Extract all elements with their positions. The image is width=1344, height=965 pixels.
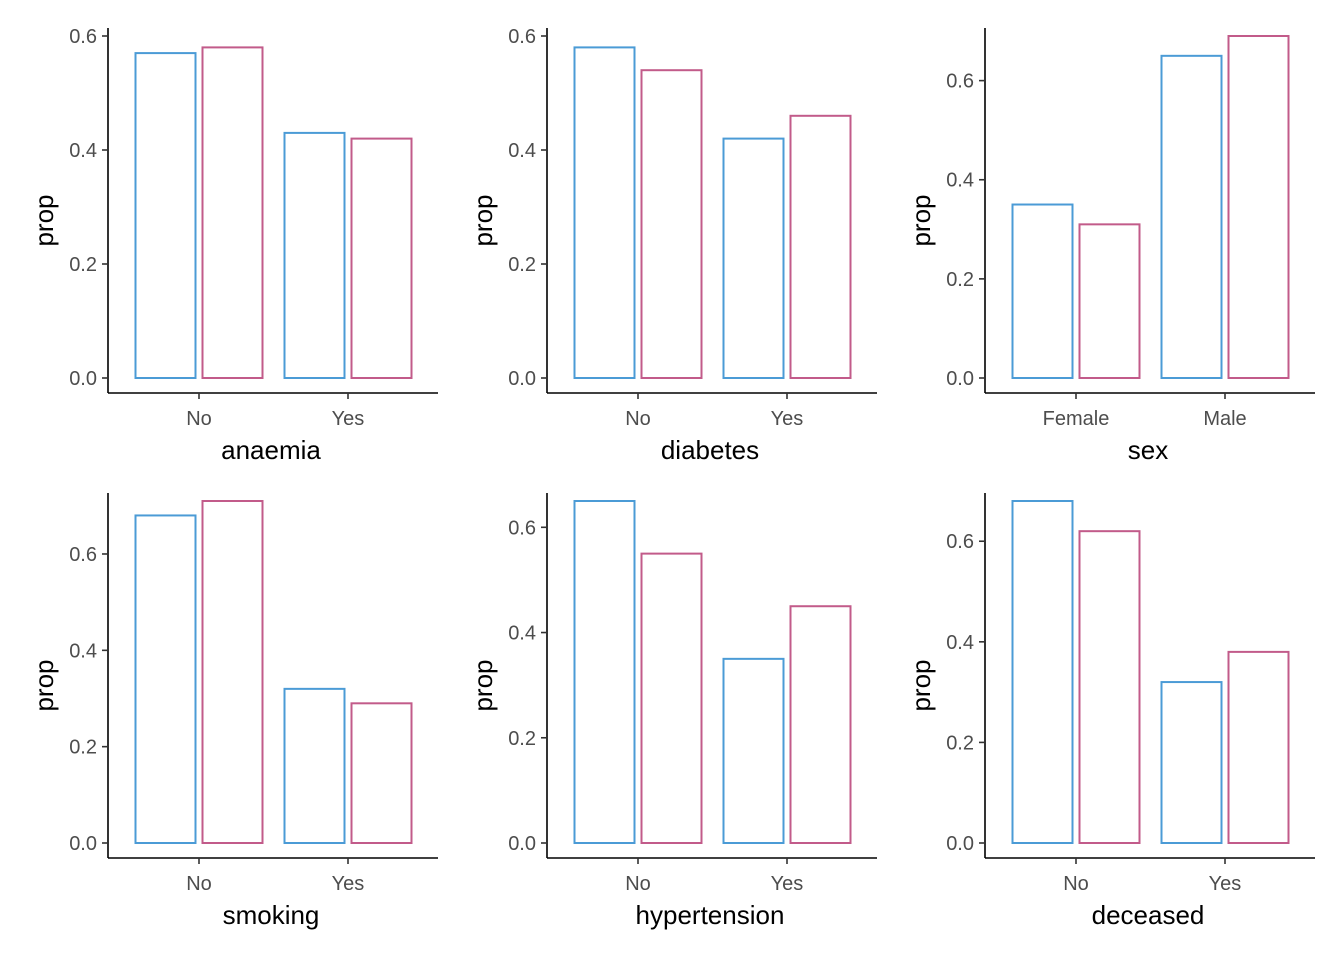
panel-smoking: 0.0 0.2 0.4 0.6 No Yes smoking prop bbox=[29, 493, 438, 930]
y-tick-label: 0.0 bbox=[946, 368, 974, 390]
panel-sex: 0.0 0.2 0.4 0.6 Female Male sex prop bbox=[906, 28, 1315, 465]
bar-no-series-1 bbox=[1011, 500, 1074, 844]
bar-no-series-2 bbox=[201, 46, 264, 380]
x-tick-label: No bbox=[186, 873, 212, 895]
x-axis-title: sex bbox=[1128, 435, 1168, 465]
y-tick-label: 0.2 bbox=[946, 732, 974, 754]
y-tick-label: 0.2 bbox=[946, 269, 974, 291]
x-axis-title: hypertension bbox=[636, 900, 785, 930]
bar-no-series-2 bbox=[1078, 530, 1141, 844]
bar-no-series-2 bbox=[640, 552, 703, 844]
y-tick-label: 0.0 bbox=[508, 368, 536, 390]
x-axis-title: anaemia bbox=[221, 435, 321, 465]
bar-yes-series-2 bbox=[789, 114, 852, 380]
y-tick-label: 0.6 bbox=[946, 71, 974, 93]
bar-female-series-2 bbox=[1078, 223, 1141, 379]
y-axis-title: prop bbox=[906, 194, 936, 246]
x-tick-label: No bbox=[625, 408, 651, 430]
y-tick-label: 0.4 bbox=[946, 170, 974, 192]
x-tick-label: Yes bbox=[771, 873, 804, 895]
bar-no-series-1 bbox=[134, 52, 197, 379]
bar-yes-series-2 bbox=[1227, 650, 1290, 844]
bar-female-series-1 bbox=[1011, 203, 1074, 379]
y-tick-label: 0.4 bbox=[69, 140, 97, 162]
y-tick-label: 0.0 bbox=[69, 368, 97, 390]
y-axis-title: prop bbox=[29, 659, 59, 711]
bar-yes-series-2 bbox=[350, 702, 413, 845]
y-tick-label: 0.6 bbox=[508, 26, 536, 48]
bar-no-series-2 bbox=[640, 69, 703, 379]
bar-yes-series-1 bbox=[283, 687, 346, 844]
y-tick-label: 0.4 bbox=[508, 140, 536, 162]
y-tick-label: 0.4 bbox=[69, 640, 97, 662]
x-tick-label: No bbox=[186, 408, 212, 430]
x-axis-title: deceased bbox=[1092, 900, 1205, 930]
y-tick-label: 0.4 bbox=[508, 623, 536, 645]
panel-hypertension: 0.0 0.2 0.4 0.6 No Yes hypertension prop bbox=[468, 493, 877, 930]
bar-male-series-2 bbox=[1227, 35, 1290, 379]
x-tick-label: Yes bbox=[1209, 873, 1242, 895]
y-tick-label: 0.4 bbox=[946, 632, 974, 654]
y-tick-label: 0.0 bbox=[946, 833, 974, 855]
y-axis-title: prop bbox=[906, 659, 936, 711]
bar-yes-series-1 bbox=[1160, 681, 1223, 845]
x-tick-label: Yes bbox=[332, 873, 365, 895]
bar-yes-series-1 bbox=[722, 657, 785, 844]
y-tick-label: 0.6 bbox=[946, 531, 974, 553]
y-tick-label: 0.6 bbox=[69, 544, 97, 566]
y-tick-label: 0.2 bbox=[508, 728, 536, 750]
x-tick-label: Yes bbox=[332, 408, 365, 430]
y-axis-title: prop bbox=[29, 194, 59, 246]
bar-yes-series-1 bbox=[283, 131, 346, 379]
y-tick-label: 0.2 bbox=[69, 737, 97, 759]
y-tick-label: 0.6 bbox=[69, 26, 97, 48]
x-tick-label: No bbox=[1063, 873, 1089, 895]
x-tick-label: Male bbox=[1203, 408, 1246, 430]
bar-no-series-2 bbox=[201, 500, 264, 844]
panel-anaemia: 0.0 0.2 0.4 0.6 No Yes anaemia prop bbox=[29, 26, 438, 465]
y-tick-label: 0.6 bbox=[508, 517, 536, 539]
panel-diabetes: 0.0 0.2 0.4 0.6 No Yes diabetes prop bbox=[468, 26, 877, 465]
x-tick-label: No bbox=[625, 873, 651, 895]
bar-no-series-1 bbox=[134, 514, 197, 844]
bar-no-series-1 bbox=[573, 46, 636, 380]
x-axis-title: diabetes bbox=[661, 435, 759, 465]
y-tick-label: 0.2 bbox=[69, 254, 97, 276]
y-tick-label: 0.0 bbox=[508, 833, 536, 855]
bar-no-series-1 bbox=[573, 500, 636, 844]
x-axis-title: smoking bbox=[223, 900, 320, 930]
x-tick-label: Female bbox=[1043, 408, 1110, 430]
bar-yes-series-2 bbox=[789, 605, 852, 844]
bar-male-series-1 bbox=[1160, 54, 1223, 380]
y-tick-label: 0.0 bbox=[69, 833, 97, 855]
bar-yes-series-2 bbox=[350, 137, 413, 379]
x-tick-label: Yes bbox=[771, 408, 804, 430]
bar-yes-series-1 bbox=[722, 137, 785, 379]
y-axis-title: prop bbox=[468, 659, 498, 711]
y-tick-label: 0.2 bbox=[508, 254, 536, 276]
y-axis-title: prop bbox=[468, 194, 498, 246]
